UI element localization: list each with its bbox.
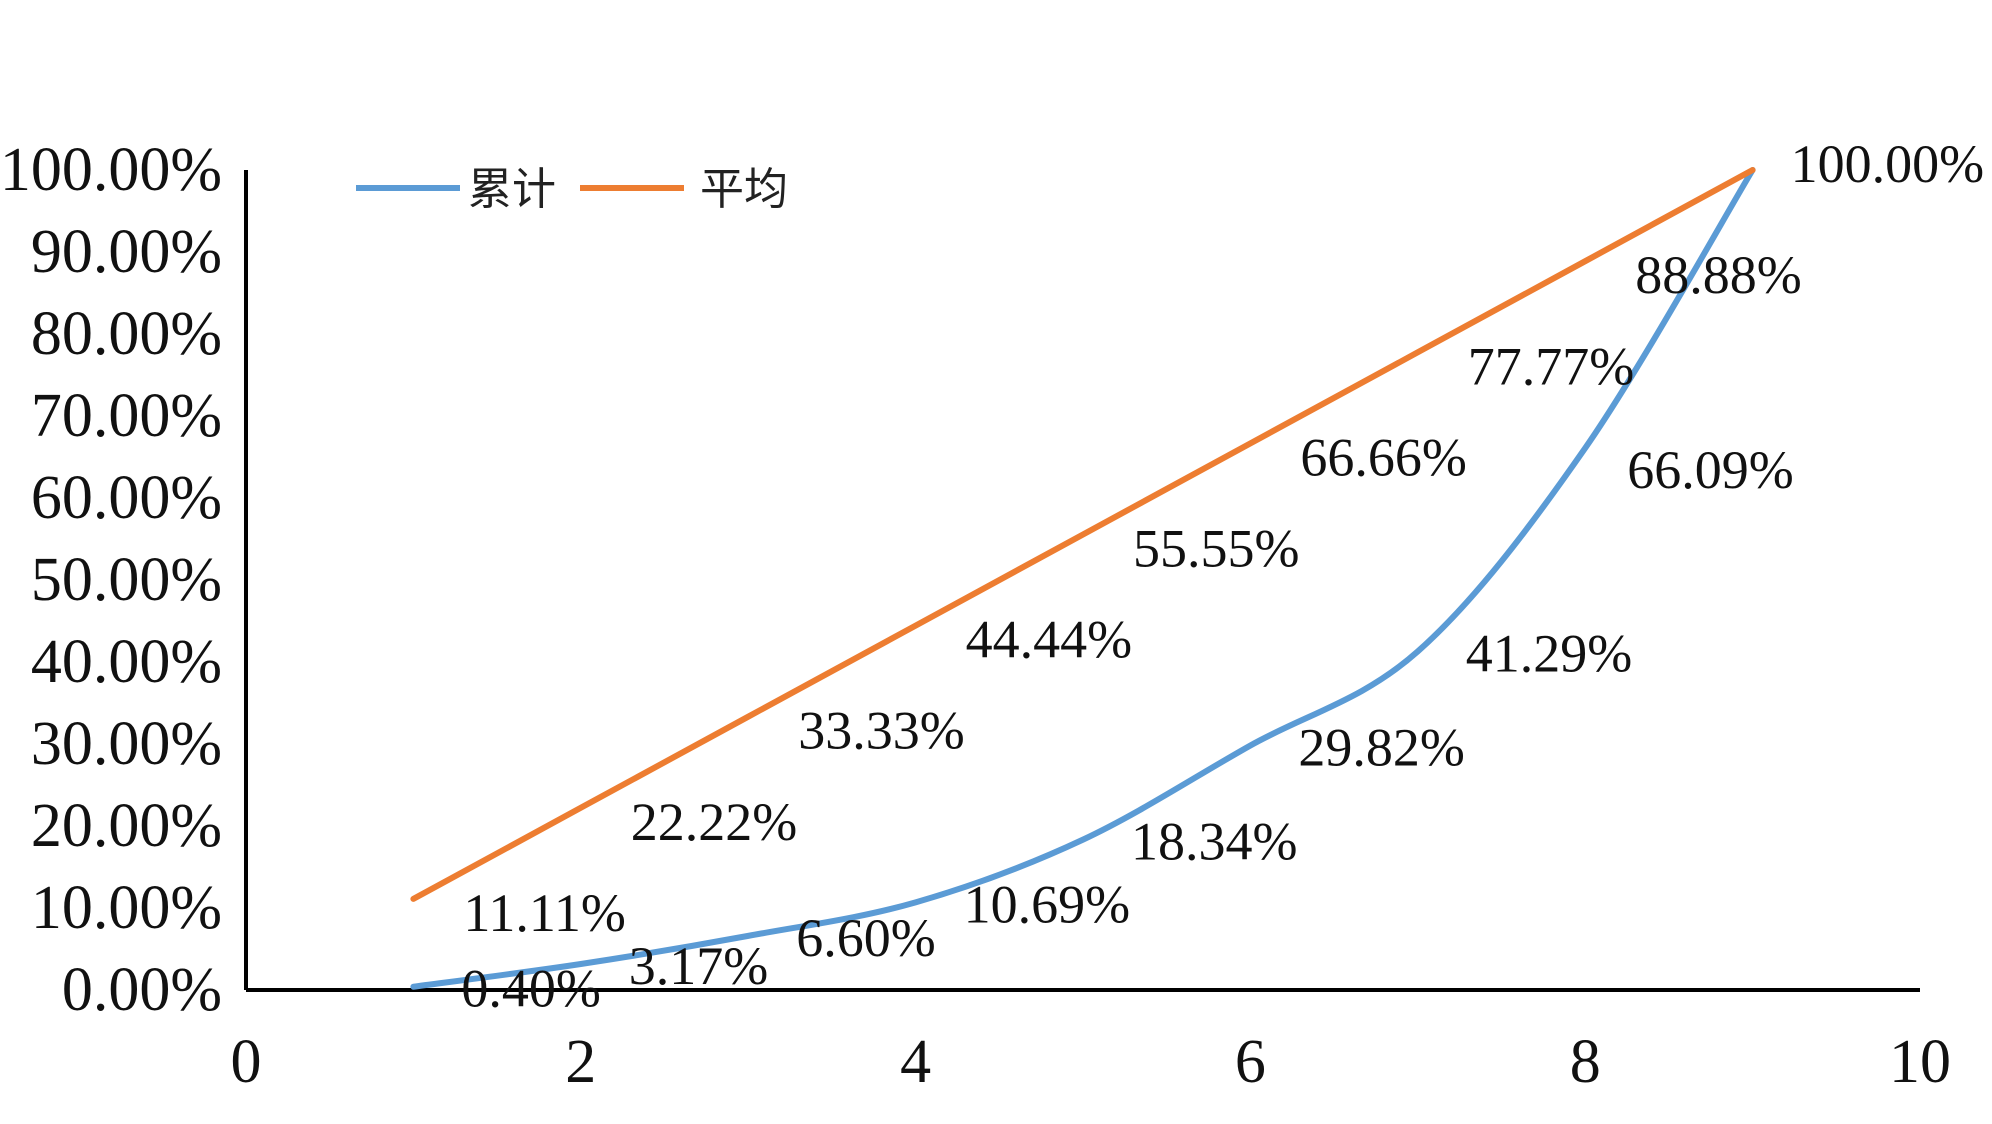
legend-label-series-2: 平均 — [700, 164, 788, 215]
x-tick-label: 4 — [900, 1028, 931, 1096]
x-tick-label: 8 — [1570, 1028, 1601, 1096]
data-label: 77.77% — [1468, 336, 1634, 396]
y-tick-label: 50.00% — [31, 546, 222, 614]
data-label: 22.22% — [631, 792, 797, 852]
data-label: 66.66% — [1300, 427, 1466, 487]
y-tick-label: 90.00% — [31, 218, 222, 286]
y-tick-label: 10.00% — [31, 874, 222, 942]
y-tick-labels: 0.00% 10.00% 20.00% 30.00% 40.00% 50.00% 60.00… — [0, 136, 222, 1024]
y-tick-label: 70.00% — [31, 382, 222, 450]
data-label: 33.33% — [798, 701, 964, 761]
data-label: 100.00% — [1791, 134, 1984, 194]
x-tick-label: 6 — [1235, 1028, 1266, 1096]
data-label: 66.09% — [1627, 440, 1793, 500]
data-label: 44.44% — [966, 610, 1132, 670]
data-labels: 0.40% 3.17% 6.60% 10.69%18.34%29.82%41.29% 6… — [461, 134, 1984, 1019]
series-line-2 — [410, 167, 1756, 902]
axes — [244, 170, 1920, 992]
series-line-1 — [410, 167, 1756, 990]
y-tick-label: 0.00% — [62, 956, 222, 1024]
data-label: 88.88% — [1635, 245, 1801, 305]
y-tick-label: 30.00% — [31, 710, 222, 778]
data-label: 3.17% — [629, 936, 768, 996]
y-tick-label: 80.00% — [31, 300, 222, 368]
y-tick-label: 100.00% — [0, 136, 222, 204]
x-tick-label: 10 — [1889, 1028, 1951, 1096]
data-label: 18.34% — [1131, 812, 1297, 872]
x-tick-labels: 0 2 4 6 8 10 — [231, 1028, 1952, 1096]
data-label: 55.55% — [1133, 518, 1299, 578]
legend-label-series-1: 累计 — [468, 164, 556, 215]
data-label: 29.82% — [1298, 717, 1464, 777]
series-lines — [410, 167, 1756, 990]
x-tick-label: 0 — [231, 1028, 262, 1096]
legend: 累计 平均 — [356, 164, 788, 215]
data-label: 0.40% — [461, 959, 600, 1019]
data-label: 11.11% — [463, 883, 625, 943]
data-label: 6.60% — [796, 908, 935, 968]
data-label: 41.29% — [1466, 623, 1632, 683]
data-label: 10.69% — [964, 874, 1130, 934]
y-tick-label: 20.00% — [31, 792, 222, 860]
y-tick-label: 60.00% — [31, 464, 222, 532]
x-tick-label: 2 — [565, 1028, 596, 1096]
y-tick-label: 40.00% — [31, 628, 222, 696]
